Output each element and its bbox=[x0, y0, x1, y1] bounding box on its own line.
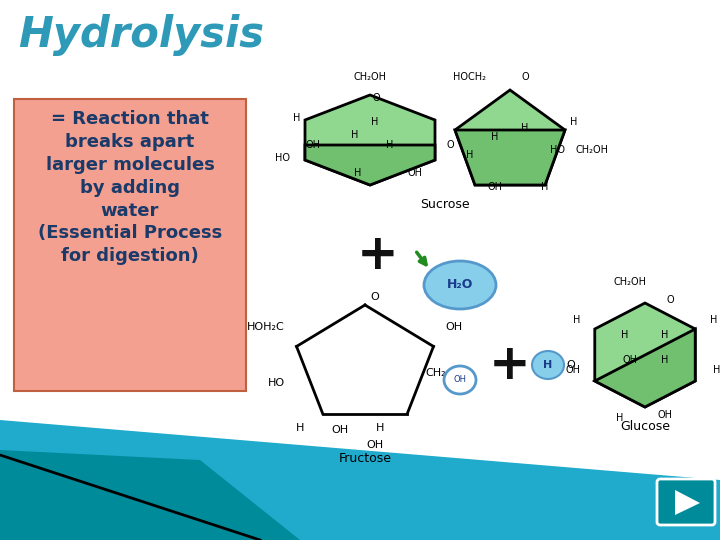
FancyBboxPatch shape bbox=[14, 99, 246, 391]
Text: H: H bbox=[621, 330, 629, 340]
Text: HO: HO bbox=[268, 378, 285, 388]
Text: HO: HO bbox=[275, 153, 290, 163]
Ellipse shape bbox=[444, 366, 476, 394]
Text: O: O bbox=[521, 72, 528, 82]
Text: O: O bbox=[566, 360, 575, 370]
Polygon shape bbox=[455, 90, 565, 185]
Polygon shape bbox=[305, 145, 435, 185]
Polygon shape bbox=[595, 329, 696, 407]
Text: H: H bbox=[710, 315, 717, 325]
Text: OH: OH bbox=[366, 440, 384, 450]
Text: CH₂OH: CH₂OH bbox=[613, 277, 647, 287]
Text: H: H bbox=[541, 182, 549, 192]
Text: H: H bbox=[570, 117, 577, 127]
Text: OH: OH bbox=[623, 355, 637, 365]
Text: Fructose: Fructose bbox=[338, 452, 392, 465]
Text: H: H bbox=[544, 360, 553, 370]
Text: OH: OH bbox=[445, 322, 462, 332]
Text: H: H bbox=[661, 355, 669, 365]
Text: O: O bbox=[666, 295, 674, 305]
Polygon shape bbox=[0, 420, 720, 540]
Text: O: O bbox=[371, 292, 379, 302]
Text: Glucose: Glucose bbox=[620, 420, 670, 433]
Text: +: + bbox=[489, 341, 531, 389]
Ellipse shape bbox=[532, 351, 564, 379]
Text: H: H bbox=[354, 168, 361, 178]
Text: H: H bbox=[372, 117, 379, 127]
Text: OH: OH bbox=[454, 375, 467, 384]
Text: H: H bbox=[661, 330, 669, 340]
Text: OH: OH bbox=[305, 140, 320, 150]
Text: H: H bbox=[616, 413, 624, 423]
Text: = Reaction that
breaks apart
larger molecules
by adding
water
(Essential Process: = Reaction that breaks apart larger mole… bbox=[38, 110, 222, 265]
Text: H₂O: H₂O bbox=[447, 279, 473, 292]
Text: H: H bbox=[351, 130, 359, 140]
Text: CH₂OH: CH₂OH bbox=[354, 72, 387, 82]
Text: H: H bbox=[376, 423, 384, 433]
Text: Sucrose: Sucrose bbox=[420, 198, 470, 211]
Text: CH₂OH: CH₂OH bbox=[575, 145, 608, 155]
Text: O: O bbox=[372, 93, 380, 103]
FancyBboxPatch shape bbox=[657, 479, 715, 525]
Text: OH: OH bbox=[487, 182, 503, 192]
Text: HO: HO bbox=[550, 145, 565, 155]
Text: OH: OH bbox=[331, 425, 348, 435]
Text: O: O bbox=[446, 140, 454, 150]
Polygon shape bbox=[595, 303, 696, 407]
Text: H: H bbox=[713, 365, 720, 375]
Text: +: + bbox=[357, 231, 399, 279]
Text: OH: OH bbox=[565, 365, 580, 375]
Polygon shape bbox=[0, 450, 300, 540]
Text: HOH₂C: HOH₂C bbox=[247, 322, 285, 332]
Text: H: H bbox=[491, 132, 499, 142]
Text: CH₂: CH₂ bbox=[425, 368, 446, 378]
Text: HOCH₂: HOCH₂ bbox=[454, 72, 487, 82]
Text: OH: OH bbox=[408, 168, 423, 178]
Polygon shape bbox=[305, 95, 435, 185]
Text: H: H bbox=[292, 113, 300, 123]
Text: H: H bbox=[521, 123, 528, 133]
Text: OH: OH bbox=[657, 410, 672, 420]
Polygon shape bbox=[675, 490, 700, 515]
Polygon shape bbox=[455, 130, 565, 185]
Text: H: H bbox=[467, 150, 474, 160]
Text: H: H bbox=[387, 140, 394, 150]
Text: Hydrolysis: Hydrolysis bbox=[18, 14, 264, 56]
Text: H: H bbox=[296, 423, 304, 433]
Text: H: H bbox=[572, 315, 580, 325]
Ellipse shape bbox=[424, 261, 496, 309]
